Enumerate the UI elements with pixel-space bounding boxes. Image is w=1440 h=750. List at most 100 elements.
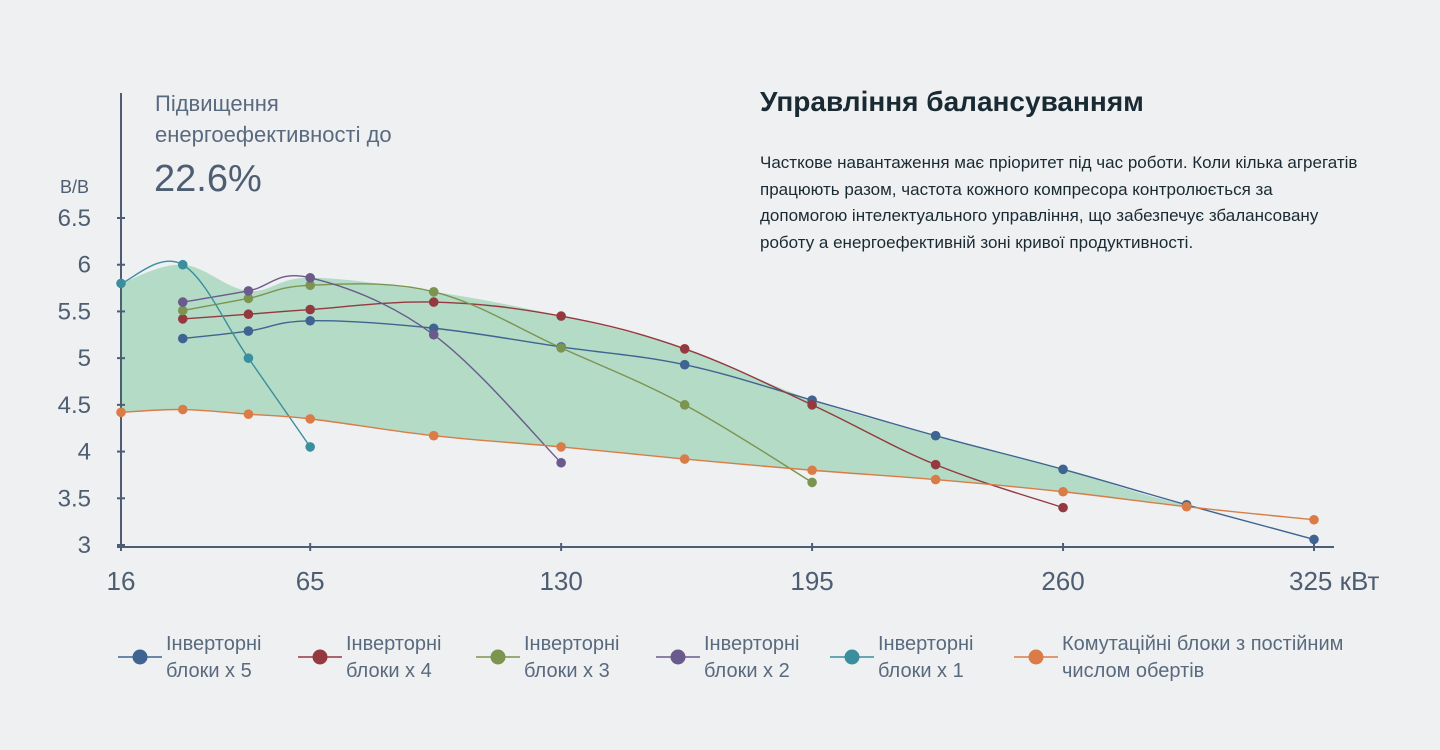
y-tick-label: 6 — [78, 252, 91, 279]
tick-labels: 3 3.5 4 4.5 5 5.5 6 6.5 16 65 130 195 260 325 кВт — [58, 205, 1380, 596]
efficiency-area — [121, 264, 1314, 520]
data-point-series-5 — [305, 442, 315, 452]
data-point-series-6 — [428, 430, 439, 441]
y-tick-label: 6.5 — [58, 205, 91, 232]
data-point-series-2 — [428, 297, 439, 307]
info-title: Управління балансуванням — [760, 86, 1144, 117]
data-point-series-2 — [807, 400, 817, 410]
legend-label-line-1: Інверторні — [704, 633, 799, 655]
series-line-3 — [182, 283, 813, 484]
data-point-series-6 — [1309, 514, 1319, 525]
data-point-series-1 — [679, 359, 690, 370]
legend-label-line-1: Інверторні — [346, 633, 441, 655]
data-point-series-6 — [177, 404, 188, 415]
promo-block: Підвищення енергоефективності до 22.6% — [154, 91, 392, 200]
data-point-series-6 — [1181, 501, 1192, 512]
data-point-series-4 — [305, 272, 315, 283]
data-point-series-5 — [243, 353, 254, 363]
info-body: Часткове навантаження має пріоритет під … — [760, 153, 1358, 252]
x-tick-label: 65 — [296, 566, 325, 596]
legend-item-2: Інверторні блоки х 4 — [298, 633, 441, 682]
legend-item-5: Інверторні блоки х 1 — [830, 633, 973, 682]
data-point-series-1 — [1309, 534, 1319, 545]
data-point-series-4 — [428, 329, 439, 340]
legend-label-line-2: блоки х 5 — [166, 660, 252, 682]
y-tick-label: 5 — [78, 345, 91, 372]
promo-line-2: енергоефективності до — [155, 122, 392, 147]
legend-label-line-2: блоки х 1 — [878, 660, 964, 682]
data-point-series-2 — [679, 344, 690, 354]
promo-value: 22.6% — [154, 158, 262, 200]
efficiency-area-fill — [121, 264, 1314, 520]
series-line-6 — [120, 408, 1315, 521]
legend-label-line-2: блоки х 3 — [524, 660, 610, 682]
data-point-series-6 — [243, 409, 254, 420]
data-point-series-6 — [305, 414, 315, 424]
y-tick-label: 5.5 — [58, 298, 91, 325]
legend-label-line-1: Інверторні — [524, 633, 619, 655]
data-point-series-2 — [243, 309, 254, 320]
data-point-series-3 — [305, 280, 315, 291]
x-tick-label: 195 — [790, 566, 833, 596]
data-point-series-3 — [428, 287, 439, 297]
data-point-series-1 — [930, 430, 941, 441]
data-point-series-6 — [556, 442, 566, 452]
series-line-4 — [182, 275, 562, 464]
legend-marker — [670, 649, 686, 665]
legend-marker — [844, 649, 860, 665]
data-point-series-3 — [243, 293, 254, 304]
data-point-series-2 — [556, 311, 566, 321]
data-point-series-6 — [1058, 486, 1068, 497]
legend-marker — [490, 649, 506, 665]
legend-label-line-2: блоки х 4 — [346, 660, 432, 682]
data-point-series-1 — [305, 315, 315, 326]
data-point-series-3 — [679, 400, 690, 410]
legend-item-3: Інверторні блоки х 3 — [476, 633, 619, 682]
legend-label-line-1: Інверторні — [166, 633, 261, 655]
data-point-series-6 — [679, 454, 690, 464]
x-tick-label: 260 — [1041, 566, 1084, 596]
series-line-2 — [182, 301, 1064, 509]
promo-line-1: Підвищення — [155, 91, 279, 116]
data-point-series-1 — [243, 326, 254, 336]
legend-item-1: Інверторні блоки х 5 — [118, 633, 261, 682]
y-tick-label: 4.5 — [58, 392, 91, 419]
y-tick-label: 3.5 — [58, 485, 91, 512]
data-point-series-4 — [556, 457, 566, 468]
data-point-series-6 — [116, 407, 126, 418]
data-point-series-1 — [177, 333, 188, 344]
data-point-series-6 — [930, 474, 941, 485]
data-point-series-2 — [177, 314, 188, 324]
y-axis-unit: В/В — [60, 177, 89, 197]
data-point-series-1 — [1058, 464, 1068, 475]
data-point-series-3 — [807, 477, 817, 488]
legend-marker — [1028, 649, 1044, 665]
series-points — [116, 259, 1319, 545]
legend-marker — [132, 649, 148, 665]
legend-marker — [312, 649, 328, 665]
data-point-series-5 — [177, 259, 188, 270]
legend-item-6: Комутаційні блоки з постійним числом обер… — [1014, 633, 1343, 682]
data-point-series-5 — [116, 278, 126, 289]
legend-item-4: Інверторні блоки х 2 — [656, 633, 799, 682]
x-tick-label: 325 кВт — [1289, 566, 1379, 596]
y-tick-label: 4 — [78, 439, 91, 466]
data-point-series-2 — [1058, 502, 1068, 513]
data-point-series-4 — [177, 297, 188, 307]
y-tick-label: 3 — [78, 532, 91, 559]
data-point-series-2 — [930, 459, 941, 470]
legend-label-line-2: числом обертів — [1062, 660, 1204, 682]
data-point-series-4 — [243, 286, 254, 296]
axes — [117, 93, 1334, 551]
legend-label-line-1: Інверторні — [878, 633, 973, 655]
legend-label-line-1: Комутаційні блоки з постійним — [1062, 633, 1343, 655]
x-tick-label: 130 — [539, 566, 582, 596]
data-point-series-3 — [177, 305, 188, 316]
data-point-series-2 — [305, 304, 315, 315]
data-point-series-3 — [556, 343, 566, 353]
legend-label-line-2: блоки х 2 — [704, 660, 790, 682]
x-tick-label: 16 — [107, 566, 136, 596]
data-point-series-6 — [807, 465, 817, 476]
